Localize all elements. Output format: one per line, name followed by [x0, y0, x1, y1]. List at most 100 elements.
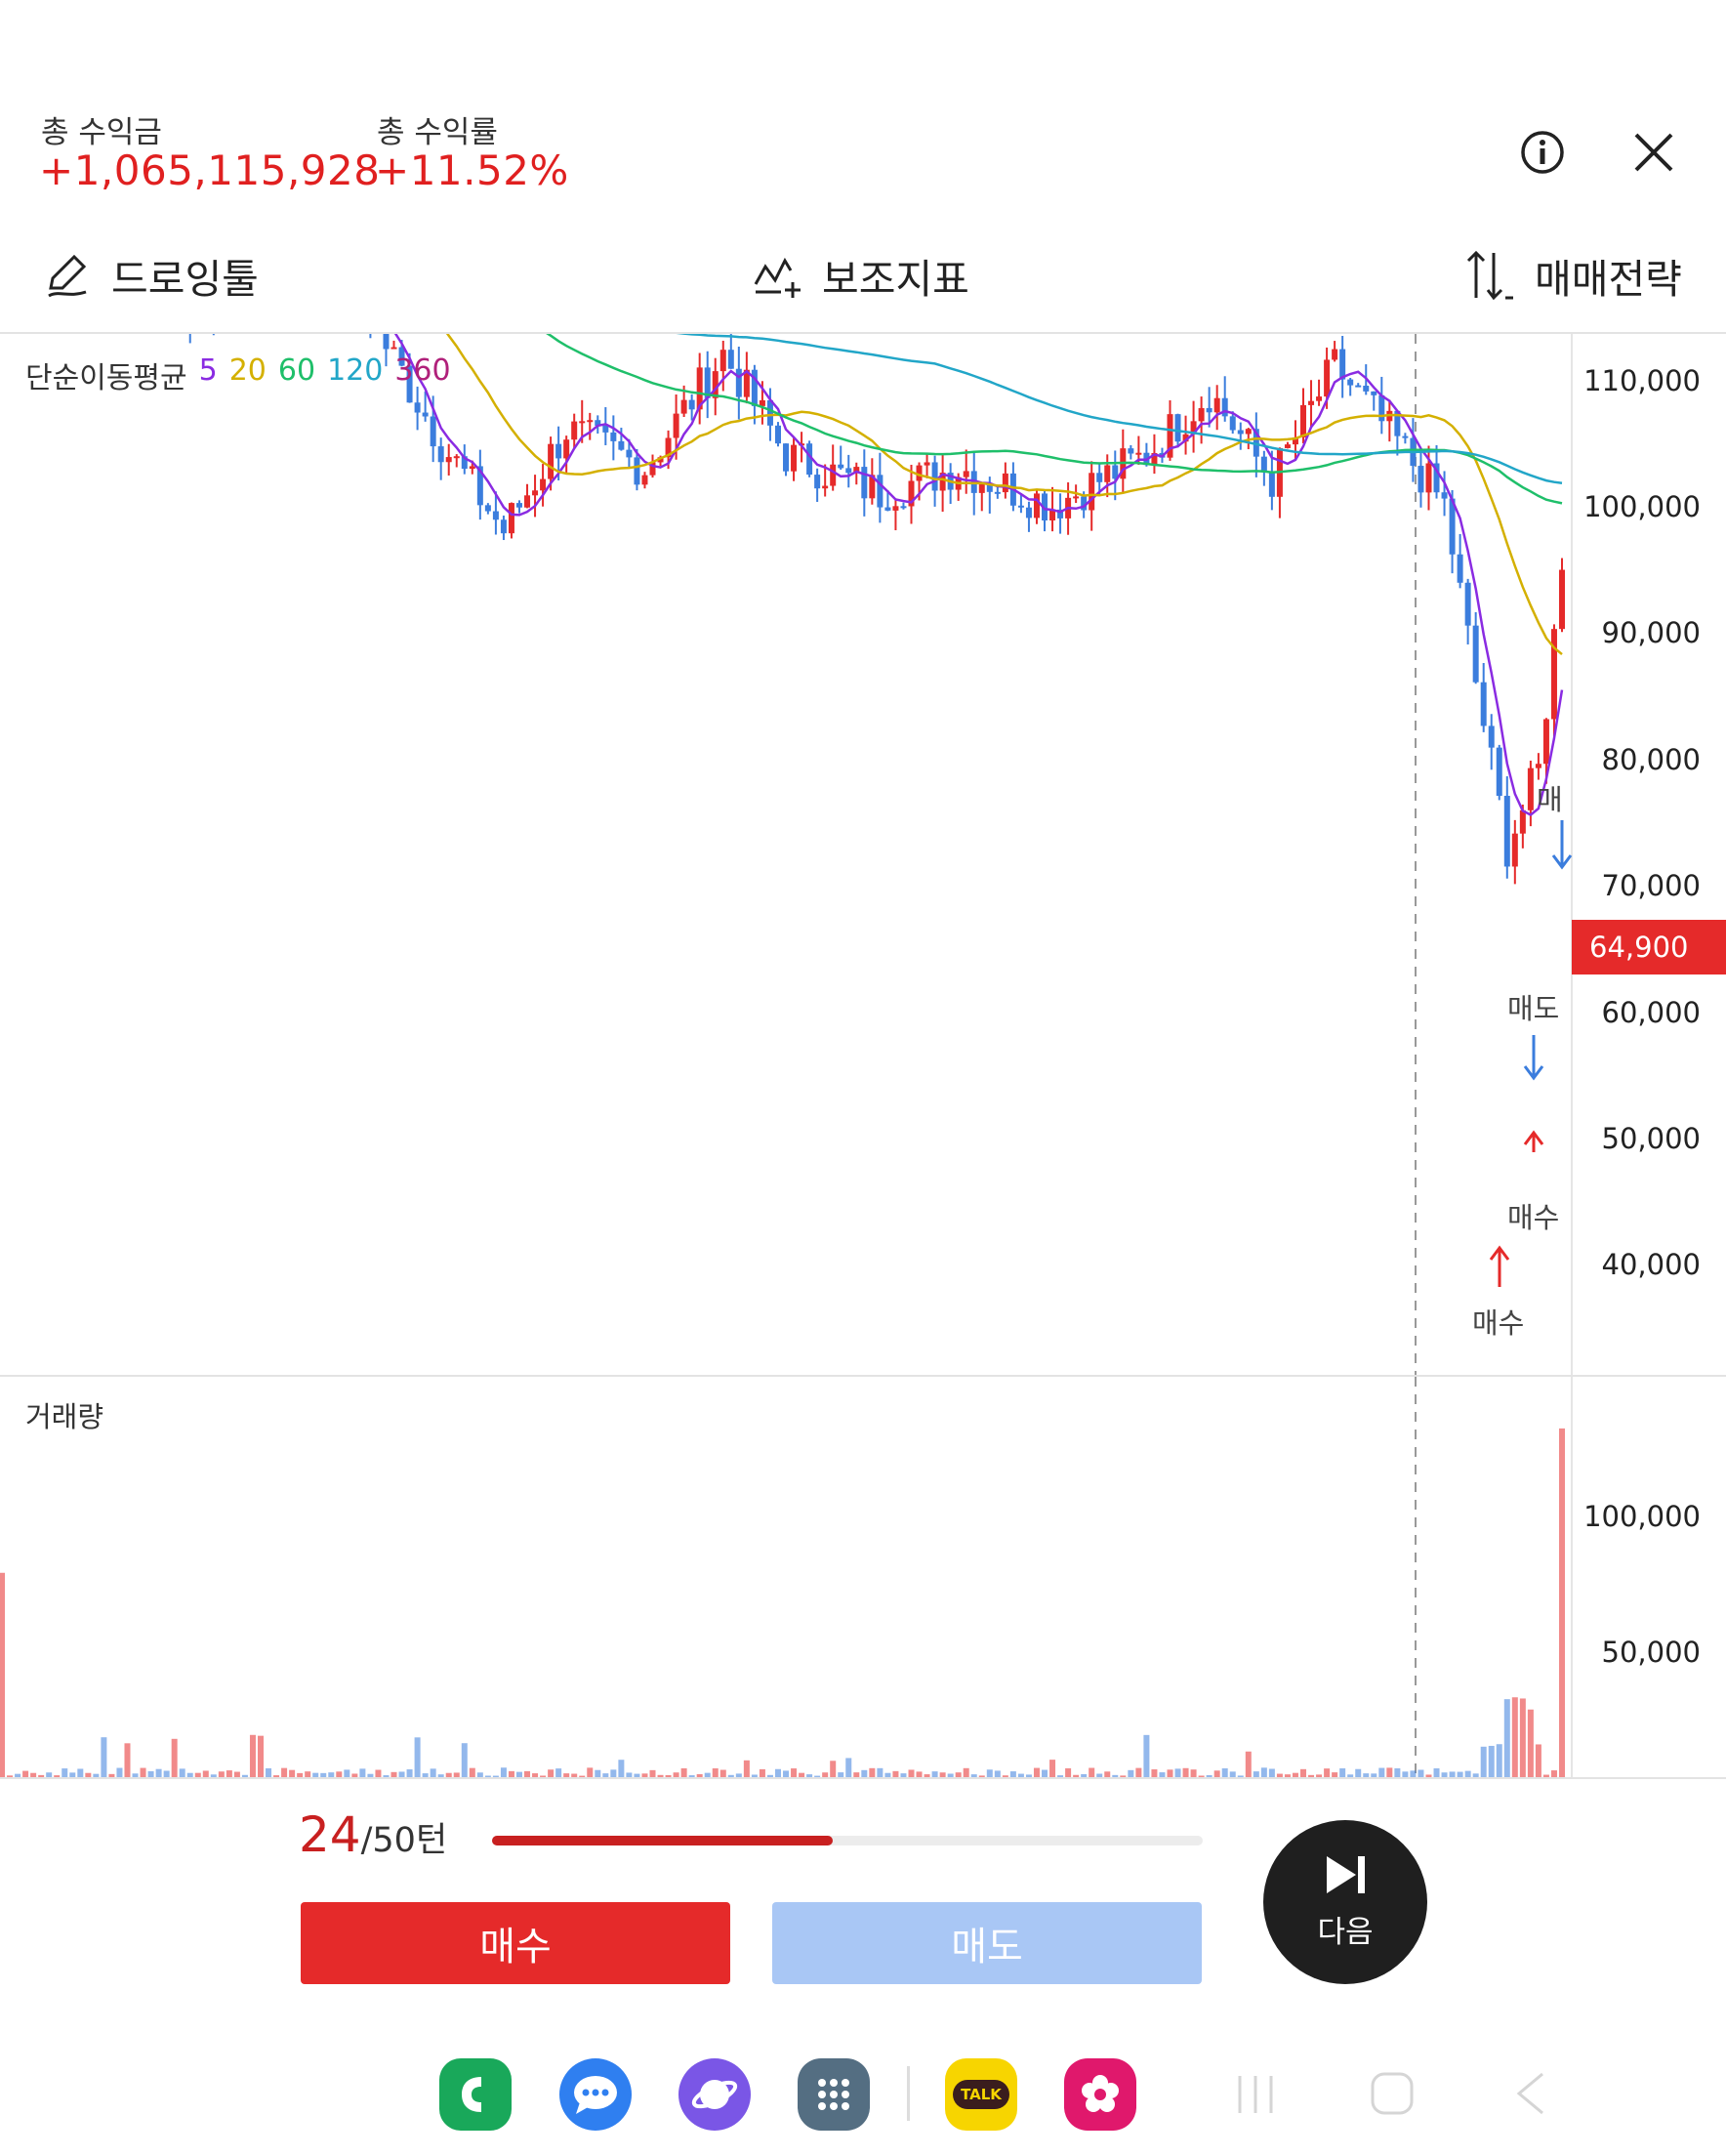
candle-body	[1057, 509, 1064, 518]
candle-body	[939, 473, 946, 491]
volume-bar	[1073, 1774, 1080, 1777]
apps-icon[interactable]	[798, 2058, 870, 2131]
candle-body	[595, 420, 601, 426]
volume-bar	[1441, 1772, 1448, 1777]
volume-bar	[1496, 1744, 1502, 1777]
candle-body	[1480, 682, 1487, 726]
kakao-badge: TALK	[953, 2080, 1009, 2109]
pencil-icon	[48, 254, 87, 298]
candle-body	[500, 519, 507, 534]
volume-bar	[453, 1772, 460, 1777]
volume-bar	[1276, 1773, 1283, 1777]
volume-tick: 50,000	[1601, 1636, 1701, 1669]
candle-body	[673, 413, 679, 438]
buy-button[interactable]: 매수	[301, 1902, 730, 1984]
indicators-label: 보조지표	[822, 256, 969, 303]
candle-body	[1089, 473, 1095, 511]
internet-icon[interactable]	[678, 2058, 751, 2131]
price-chart[interactable]	[0, 334, 1726, 1375]
volume-bar	[931, 1771, 938, 1777]
volume-bar	[696, 1773, 703, 1777]
candle-body	[696, 367, 703, 410]
volume-bar	[626, 1772, 633, 1777]
candle-body	[822, 485, 829, 489]
volume-bar	[830, 1761, 837, 1777]
price-tick: 40,000	[1601, 1248, 1701, 1281]
volume-bar	[1128, 1769, 1134, 1777]
candle-body	[1519, 809, 1526, 834]
volume-bar	[1378, 1767, 1385, 1777]
volume-bar	[445, 1772, 452, 1777]
recent-apps-icon[interactable]	[1232, 2072, 1279, 2117]
drawing-tool-label: 드로잉툴	[111, 256, 259, 303]
volume-bar	[641, 1773, 648, 1777]
trade-strategy-button[interactable]: 매매전략	[1462, 244, 1682, 307]
volume-bar	[947, 1773, 954, 1777]
back-icon[interactable]	[1511, 2070, 1550, 2117]
candle-body	[1363, 385, 1370, 392]
next-button[interactable]: 다음	[1263, 1820, 1427, 1984]
volume-bar	[1324, 1768, 1331, 1777]
volume-bar	[634, 1773, 640, 1777]
candle-body	[508, 503, 514, 534]
candle-body	[1355, 385, 1362, 388]
volume-bar	[155, 1768, 162, 1777]
phone-icon[interactable]	[439, 2058, 512, 2131]
candle-body	[1167, 414, 1173, 458]
volume-bar	[1480, 1746, 1487, 1777]
info-icon[interactable]	[1519, 129, 1566, 176]
candle-body	[563, 439, 570, 459]
total-profit-label: 총 수익금	[41, 115, 162, 150]
volume-bar	[563, 1773, 570, 1777]
volume-bar	[1519, 1698, 1526, 1777]
sell-button[interactable]: 매도	[772, 1902, 1202, 1984]
candle-body	[814, 475, 821, 489]
volume-bar	[46, 1772, 53, 1777]
candle-body	[579, 421, 586, 424]
candle-body	[1206, 407, 1212, 413]
volume-bar	[1089, 1767, 1095, 1777]
volume-bar	[845, 1758, 852, 1777]
volume-bar	[249, 1734, 256, 1777]
close-icon[interactable]	[1632, 131, 1675, 174]
candle-body	[978, 482, 985, 493]
candle-body	[884, 507, 891, 511]
candle-body	[1371, 391, 1377, 395]
volume-bar	[515, 1771, 522, 1777]
volume-bar	[1433, 1768, 1440, 1777]
volume-bar	[1049, 1760, 1056, 1777]
home-icon[interactable]	[1369, 2070, 1416, 2117]
volume-bar	[140, 1767, 146, 1777]
buy-marker-label: 매수	[1472, 1306, 1525, 1340]
candle-body	[712, 371, 719, 398]
indicators-button[interactable]: 보조지표	[752, 244, 969, 307]
volume-bar	[719, 1769, 726, 1777]
candle-body	[931, 462, 938, 491]
volume-bar	[1449, 1771, 1456, 1777]
volume-bar	[1472, 1773, 1479, 1777]
candle-body	[830, 464, 837, 486]
volume-chart[interactable]	[0, 1377, 1726, 1779]
gallery-icon[interactable]	[1064, 2058, 1136, 2131]
volume-bar	[924, 1774, 930, 1777]
candle-body	[869, 475, 876, 499]
kakaotalk-icon[interactable]: TALK	[945, 2058, 1017, 2131]
candle-body	[994, 491, 1001, 494]
volume-bar	[1104, 1771, 1111, 1777]
candle-body	[791, 444, 798, 472]
volume-bar	[147, 1770, 154, 1777]
candle-body	[634, 457, 640, 485]
volume-bar	[1174, 1768, 1181, 1777]
volume-bar	[508, 1770, 514, 1777]
turn-progress-track	[492, 1836, 1203, 1845]
candle-body	[1441, 492, 1448, 499]
volume-bar	[548, 1769, 555, 1777]
messages-icon[interactable]	[559, 2058, 632, 2131]
candle-body	[1245, 429, 1252, 435]
drawing-tool-button[interactable]: 드로잉툴	[43, 244, 259, 307]
volume-bar	[305, 1771, 311, 1777]
volume-bar	[1190, 1769, 1197, 1777]
volume-bar	[15, 1773, 21, 1777]
volume-bar	[610, 1769, 617, 1777]
volume-bar	[390, 1771, 397, 1777]
